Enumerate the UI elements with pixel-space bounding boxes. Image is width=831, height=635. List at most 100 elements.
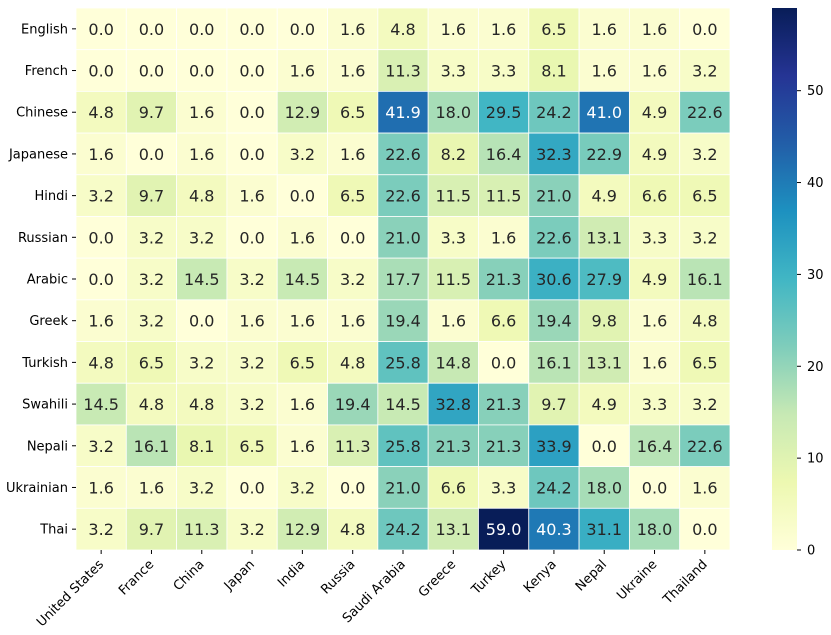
cell-value-label: 19.4 <box>385 312 421 331</box>
heatmap-cell <box>176 132 228 176</box>
cell-value-label: 0.0 <box>139 145 164 164</box>
cell-value-label: 4.9 <box>592 395 617 414</box>
cell-value-label: 59.0 <box>486 520 522 539</box>
heatmap-cell <box>176 216 228 259</box>
row-label: Japanese <box>8 147 68 162</box>
cell-value-label: 16.4 <box>486 145 522 164</box>
heatmap-cell <box>75 257 127 301</box>
cell-value-label: 8.2 <box>441 145 466 164</box>
heatmap-cell <box>75 341 127 384</box>
colorbar: 0 10 20 30 40 50 <box>772 8 824 559</box>
heatmap-cell <box>377 507 429 551</box>
cell-value-label: 0.0 <box>189 312 214 331</box>
heatmap-cell <box>125 90 178 134</box>
heatmap-cell <box>679 257 731 301</box>
cell-value-label: 16.1 <box>134 437 170 456</box>
cell-value-label: 1.6 <box>340 312 365 331</box>
heatmap-cell <box>528 49 580 92</box>
heatmap-cell <box>276 90 328 134</box>
cell-value-label: 3.2 <box>692 228 717 247</box>
heatmap-cell <box>578 299 630 342</box>
heatmap-cell <box>226 174 278 217</box>
row-label: English <box>21 22 68 37</box>
heatmap-cell <box>628 132 681 176</box>
heatmap-cell <box>628 174 681 217</box>
heatmap-cell <box>578 341 630 384</box>
row-label: Ukrainian <box>6 481 68 496</box>
cell-value-label: 3.2 <box>692 145 717 164</box>
cell-value-label: 4.9 <box>642 270 667 289</box>
heatmap-cell <box>377 382 429 426</box>
cell-value-label: 3.3 <box>491 478 516 497</box>
cell-value-label: 1.6 <box>88 478 113 497</box>
heatmap-cell <box>679 216 731 259</box>
cell-value-label: 0.0 <box>139 62 164 81</box>
heatmap-cell <box>176 382 228 426</box>
cell-value-label: 3.2 <box>139 270 164 289</box>
cell-value-label: 6.5 <box>290 353 315 372</box>
cell-value-label: 25.8 <box>385 353 421 372</box>
heatmap-cell <box>276 382 328 426</box>
heatmap-cell <box>377 216 429 259</box>
heatmap-cell <box>276 507 328 551</box>
colorbar-tick-label: 20 <box>807 360 824 375</box>
cell-value-label: 1.6 <box>441 312 466 331</box>
row-label: Hindi <box>35 189 69 204</box>
cell-value-label: 1.6 <box>239 187 264 206</box>
heatmap-cell <box>226 382 278 426</box>
cell-value-label: 14.5 <box>83 395 119 414</box>
cell-value-label: 4.8 <box>139 395 164 414</box>
heatmap-cell <box>628 507 681 551</box>
cell-value-label: 41.0 <box>586 103 622 122</box>
cell-value-label: 11.5 <box>486 187 522 206</box>
heatmap-cell <box>528 90 580 134</box>
heatmap-cell <box>427 424 479 468</box>
cell-value-label: 6.5 <box>239 437 264 456</box>
cell-value-label: 3.3 <box>491 62 516 81</box>
column-label: Thailand <box>660 557 711 608</box>
row-label: Turkish <box>21 356 68 371</box>
heatmap-cell <box>226 257 278 301</box>
heatmap-cell <box>75 507 127 551</box>
cell-value-label: 0.0 <box>88 228 113 247</box>
cell-value-label: 1.6 <box>88 145 113 164</box>
cell-value-label: 0.0 <box>642 478 667 497</box>
heatmap-cell <box>226 466 278 509</box>
heatmap-cell <box>125 174 178 217</box>
cell-value-label: 3.3 <box>642 395 667 414</box>
cell-value-label: 3.2 <box>692 395 717 414</box>
heatmap-cell <box>125 382 178 426</box>
cell-value-label: 11.3 <box>335 437 371 456</box>
cell-value-label: 11.5 <box>435 187 471 206</box>
cell-value-label: 40.3 <box>536 520 572 539</box>
heatmap-cell <box>528 132 580 176</box>
cell-value-label: 0.0 <box>189 20 214 39</box>
heatmap-cell <box>478 299 530 342</box>
heatmap-cell <box>528 382 580 426</box>
cell-value-label: 11.3 <box>385 62 421 81</box>
heatmap-cells: 0.0 0.0 0.0 0.0 0.0 1.6 4.8 1.6 1.6 6.5 1.6 1.6 0.0 0… <box>75 7 731 551</box>
heatmap-cell <box>377 466 429 509</box>
heatmap-cell <box>75 382 127 426</box>
cell-value-label: 4.8 <box>189 187 214 206</box>
heatmap-cell <box>327 341 379 384</box>
heatmap-cell <box>327 132 379 176</box>
heatmap-cell <box>427 132 479 176</box>
heatmap-cell <box>628 49 681 92</box>
cell-value-label: 22.6 <box>687 437 723 456</box>
row-label: French <box>25 64 68 79</box>
heatmap-cell <box>528 507 580 551</box>
cell-value-label: 0.0 <box>88 62 113 81</box>
cell-value-label: 9.7 <box>139 520 164 539</box>
heatmap-cell <box>176 299 228 342</box>
cell-value-label: 6.6 <box>642 187 667 206</box>
heatmap-cell <box>578 90 630 134</box>
heatmap-cell <box>176 466 228 509</box>
cell-value-label: 0.0 <box>239 20 264 39</box>
heatmap-cell <box>276 466 328 509</box>
cell-value-label: 8.1 <box>541 62 566 81</box>
cell-value-label: 24.2 <box>385 520 421 539</box>
heatmap-cell <box>176 341 228 384</box>
column-label: Nepal <box>573 557 610 594</box>
heatmap-cell <box>377 257 429 301</box>
